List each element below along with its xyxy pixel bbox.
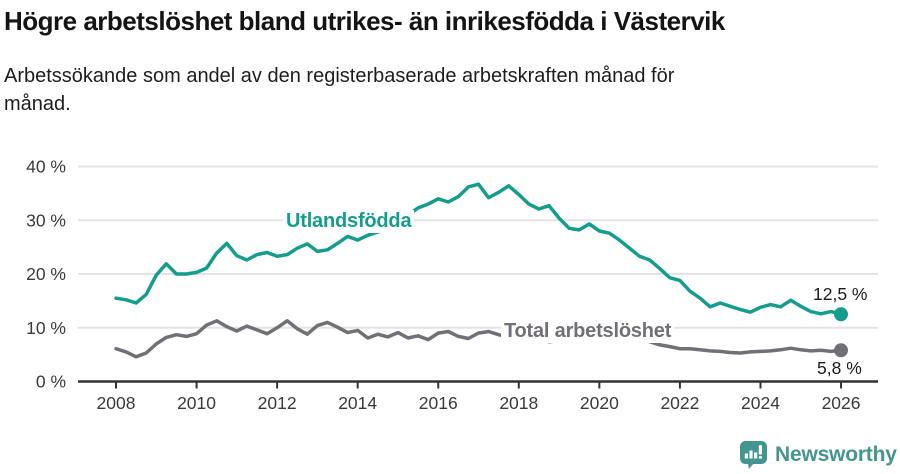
x-tick-label: 2022 bbox=[660, 393, 699, 413]
x-tick-label: 2014 bbox=[338, 393, 377, 413]
y-tick-label: 20 % bbox=[26, 264, 66, 284]
series-line-utlandsfodda bbox=[114, 182, 848, 322]
logo-exclamation-dot bbox=[758, 455, 762, 459]
y-tick-label: 10 % bbox=[26, 318, 66, 338]
x-tick-label: 2016 bbox=[419, 393, 458, 413]
y-tick-label: 30 % bbox=[26, 210, 66, 230]
x-tick-label: 2010 bbox=[177, 393, 216, 413]
x-tick-label: 2024 bbox=[741, 393, 780, 413]
newsworthy-logo: Newsworthy bbox=[739, 440, 897, 470]
series-label-utlandsfodda: Utlandsfödda bbox=[283, 210, 415, 233]
y-axis-labels: 0 % 10 % 20 % 30 % 40 % bbox=[26, 157, 66, 392]
subtitle-line-1: Arbetssökande som andel av den registerb… bbox=[4, 65, 675, 87]
series-line-total bbox=[114, 319, 848, 359]
logo-bar-1 bbox=[744, 453, 748, 459]
page-subtitle: Arbetssökande som andel av den registerb… bbox=[4, 62, 674, 119]
series-end-dot bbox=[834, 343, 848, 358]
page-title: Högre arbetslöshet bland utrikes- än inr… bbox=[4, 6, 725, 36]
x-axis: 2008 2010 2012 2014 2016 2018 2020 2022 2024 2026 bbox=[78, 380, 878, 413]
end-value-label-utlandsfodda: 12,5 % bbox=[813, 284, 868, 304]
series-label-total-arbetsloshet: Total arbetslöshet bbox=[501, 320, 675, 343]
logo-bar-3 bbox=[754, 452, 758, 459]
newsworthy-logo-text: Newsworthy bbox=[775, 443, 897, 466]
gridlines bbox=[78, 165, 878, 329]
y-tick-label: 40 % bbox=[26, 157, 66, 177]
end-value-label-total: 5,8 % bbox=[817, 358, 862, 378]
x-tick-label: 2020 bbox=[580, 393, 619, 413]
newsworthy-logo-icon bbox=[740, 441, 767, 469]
x-tick-label: 2008 bbox=[97, 393, 136, 413]
y-tick-label: 0 % bbox=[36, 372, 66, 392]
series-end-dot bbox=[834, 307, 848, 322]
x-tick-label: 2018 bbox=[499, 393, 538, 413]
logo-bar-2 bbox=[749, 450, 753, 459]
subtitle-line-2: månad. bbox=[4, 93, 71, 116]
x-tick-label: 2012 bbox=[258, 393, 297, 413]
logo-exclamation-stem bbox=[758, 445, 762, 455]
x-tick-label: 2026 bbox=[822, 393, 861, 413]
